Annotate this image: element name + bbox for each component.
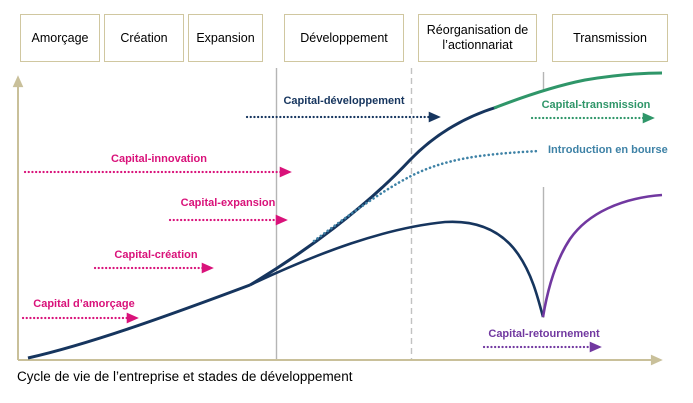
- label-capital-innovation: Capital-innovation: [111, 153, 207, 165]
- label-capital-creation: Capital-création: [114, 249, 198, 261]
- stage-label: Réorganisation de l’actionnariat: [426, 23, 529, 52]
- label-capital-amorcage: Capital d’amorçage: [33, 298, 135, 310]
- stage-label: Développement: [300, 30, 388, 45]
- stage-box-reorganisation: Réorganisation de l’actionnariat: [418, 14, 537, 62]
- stage-box-transmission: Transmission: [552, 14, 668, 62]
- curve-ipo-dotted: [312, 149, 542, 243]
- stage-box-creation: Création: [104, 14, 184, 62]
- label-capital-expansion: Capital-expansion: [180, 197, 276, 209]
- label-introduction-en-bourse: Introduction en bourse: [548, 144, 668, 156]
- label-capital-transmission: Capital-transmission: [541, 99, 651, 111]
- diagram-caption: Cycle de vie de l’entreprise et stades d…: [17, 369, 353, 384]
- curve-growth-main: [27, 283, 251, 360]
- curve-turnaround-recovery: [541, 193, 663, 318]
- stage-box-amorcage: Amorçage: [20, 14, 100, 62]
- stage-label: Amorçage: [31, 30, 89, 45]
- stage-label: Expansion: [196, 30, 255, 45]
- stage-label: Transmission: [573, 30, 647, 45]
- label-capital-developpement: Capital-développement: [283, 95, 405, 107]
- stage-label: Création: [120, 30, 168, 45]
- curve-decline: [249, 220, 545, 318]
- label-capital-retournement: Capital-retournement: [488, 328, 600, 340]
- stage-box-developpement: Développement: [284, 14, 404, 62]
- curve-growth-upper: [249, 105, 498, 287]
- stage-box-expansion: Expansion: [188, 14, 263, 62]
- curve-transmission: [493, 71, 663, 110]
